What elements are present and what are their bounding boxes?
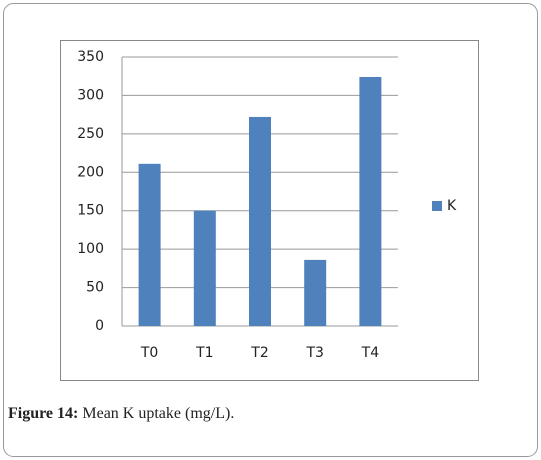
bar — [138, 163, 161, 326]
x-tick-label: T4 — [361, 345, 380, 361]
x-tick-label: T3 — [305, 345, 323, 361]
x-tick-label: T0 — [140, 345, 158, 361]
y-tick-label: 350 — [77, 49, 104, 65]
figure-frame — [3, 3, 538, 457]
bar — [359, 76, 382, 327]
y-tick-label: 300 — [77, 87, 104, 103]
y-tick-label: 0 — [95, 318, 104, 334]
x-tick-label: T1 — [195, 345, 213, 361]
y-tick-label: 150 — [77, 203, 104, 219]
bar — [304, 259, 327, 326]
bar — [249, 116, 271, 326]
legend-label: K — [447, 198, 457, 214]
caption-text: Mean K uptake (mg/L). — [82, 405, 234, 422]
y-tick-label: 50 — [86, 280, 104, 296]
caption-label: Figure 14: — [8, 405, 78, 422]
y-tick-label: 100 — [77, 241, 104, 257]
y-tick-label: 200 — [77, 164, 104, 180]
caption: Figure 14: Mean K uptake (mg/L). — [8, 405, 234, 422]
x-tick-label: T2 — [250, 345, 268, 361]
bar — [193, 210, 216, 326]
y-tick-label: 250 — [77, 126, 104, 142]
legend-swatch — [432, 201, 442, 211]
